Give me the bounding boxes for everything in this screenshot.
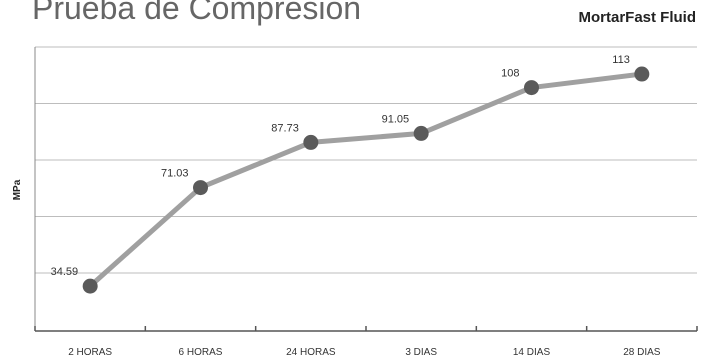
data-point	[524, 80, 539, 96]
data-point	[634, 66, 650, 82]
series-line	[88, 71, 643, 288]
data-point	[413, 125, 429, 141]
data-point	[303, 134, 319, 150]
x-tick-label: 14 DIAS	[513, 347, 551, 358]
data-label: 87.73	[271, 122, 299, 134]
data-label: 34.59	[51, 266, 79, 278]
x-tick-labels: 2 HORAS 6 HORAS 24 HORAS 3 DIAS 14 DIAS 28 DI…	[68, 347, 661, 358]
data-label: 71.03	[161, 168, 189, 180]
x-tick-label: 24 HORAS	[286, 347, 336, 358]
x-tick-label: 28 DIAS	[623, 347, 661, 358]
data-labels: 34.59 71.03 87.73 91.05 108 113	[51, 54, 630, 278]
chart-title: Prueba de Compresión	[32, 0, 362, 26]
grid-lines	[35, 46, 697, 274]
x-tick-label: 2 HORAS	[68, 347, 112, 358]
product-name: MortarFast Fluid	[578, 9, 696, 26]
y-axis-label: MPa	[12, 179, 23, 200]
data-point	[193, 180, 208, 196]
data-label: 113	[612, 54, 630, 66]
x-tick-label: 3 DIAS	[405, 347, 437, 358]
data-label: 108	[501, 68, 519, 80]
x-tick-label: 6 HORAS	[179, 347, 223, 358]
axes	[34, 47, 698, 332]
data-label: 91.05	[382, 113, 410, 125]
data-point	[82, 278, 98, 294]
series-group	[82, 66, 650, 294]
